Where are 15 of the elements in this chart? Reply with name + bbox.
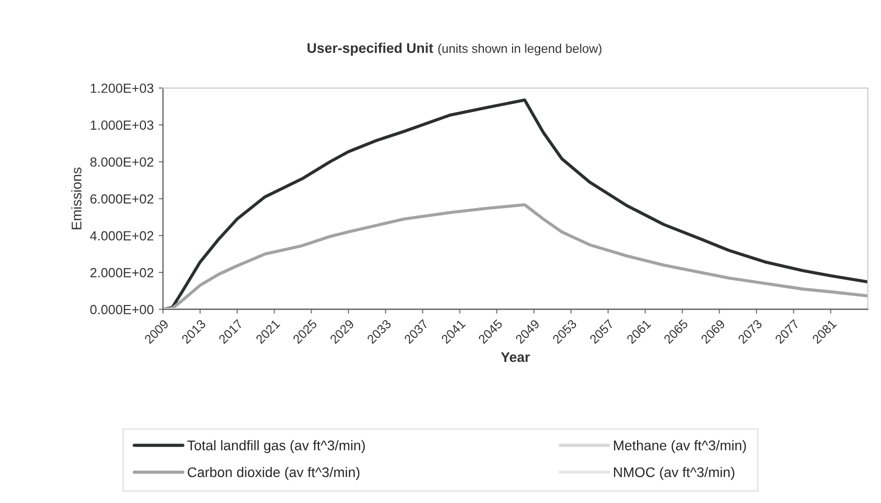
y-tick-label: 2.000E+02	[90, 268, 154, 278]
legend-label: Methane (av ft^3/min)	[614, 440, 746, 454]
y-tick-label: 4.000E+02	[90, 231, 154, 240]
y-tick-label: 1.200E+03	[90, 84, 154, 93]
y-axis-title: Emissions	[71, 168, 82, 230]
legend-label: Carbon dioxide (av ft^3/min)	[188, 466, 360, 480]
x-axis-title: Year	[500, 352, 530, 362]
legend-label: NMOC (av ft^3/min)	[614, 466, 734, 480]
chart-title: User-specified Unit	[308, 42, 434, 56]
legend-label: Total landfill gas (av ft^3/min)	[187, 440, 365, 454]
chart-subtitle: (units shown in legend below)	[438, 44, 602, 56]
y-tick-label: 1.000E+03	[90, 120, 154, 130]
y-tick-label: 8.000E+02	[90, 157, 154, 167]
y-tick-label: 6.000E+02	[90, 194, 154, 204]
y-tick-label: 0.000E+00	[90, 304, 154, 314]
